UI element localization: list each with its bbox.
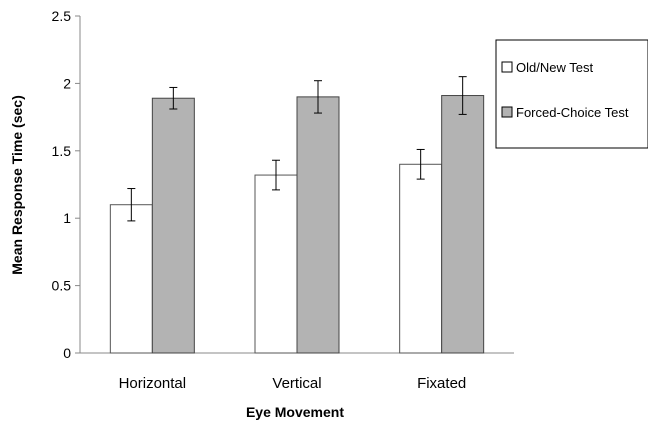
bar — [151, 97, 195, 354]
x-axis-title: Eye Movement — [246, 404, 344, 420]
x-category-label: Fixated — [417, 375, 466, 392]
bar — [441, 95, 485, 354]
legend-swatch-forced-choice — [501, 106, 513, 118]
y-ticks: 0 0.5 1 1.5 2 2.5 — [52, 8, 80, 361]
error-bars — [127, 76, 467, 222]
bar — [296, 96, 340, 354]
y-axis-title: Mean Response Time (sec) — [9, 95, 25, 274]
x-category-label: Vertical — [272, 375, 321, 392]
x-category-label: Horizontal — [119, 375, 187, 392]
legend-label-old-new: Old/New Test — [516, 60, 593, 75]
legend-label-forced-choice: Forced-Choice Test — [516, 105, 629, 120]
y-tick-label: 1 — [63, 210, 71, 226]
y-tick-label: 1.5 — [52, 143, 72, 159]
y-tick-label: 0.5 — [52, 278, 72, 294]
legend-frame — [495, 39, 648, 149]
bar — [399, 163, 443, 354]
legend: Old/New Test Forced-Choice Test — [495, 39, 648, 149]
legend-swatch-old-new — [501, 61, 513, 73]
bar — [109, 204, 153, 354]
bars — [109, 95, 485, 354]
y-tick-label: 0 — [63, 345, 71, 361]
bar — [254, 174, 298, 354]
y-tick-label: 2.5 — [52, 8, 72, 24]
x-category-labels: Horizontal Vertical Fixated — [119, 375, 467, 392]
y-tick-label: 2 — [63, 75, 71, 91]
